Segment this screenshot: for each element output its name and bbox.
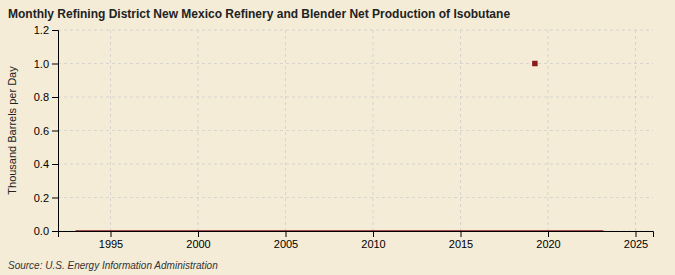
plot-area [76, 61, 604, 231]
tick-label: 2025 [624, 238, 648, 250]
tick-label: 2015 [449, 238, 473, 250]
tick-label: 0.2 [34, 192, 49, 204]
tick-mark [548, 231, 549, 237]
grid-line-y [58, 30, 653, 31]
tick-label: 0.0 [34, 225, 49, 237]
y-axis-label: Thousand Barrels per Day [6, 66, 18, 195]
tick: 2020 [536, 231, 560, 250]
title: Monthly Refining District New Mexico Ref… [8, 7, 510, 21]
tick-mark [461, 231, 462, 237]
tick-mark [52, 64, 58, 65]
grid-line-y [58, 164, 653, 165]
tick-mark [52, 231, 58, 232]
grid [58, 30, 653, 231]
tick-mark [52, 30, 58, 31]
tick: 0.6 [34, 125, 58, 137]
grid-line-y [58, 197, 653, 198]
axis-line [52, 31, 59, 232]
tick-mark [111, 231, 112, 237]
tick-mark [52, 198, 58, 199]
axis-line [59, 232, 654, 238]
tick-label: 0.8 [34, 91, 49, 103]
tick-label: 2005 [274, 238, 298, 250]
y-axis: 0.0 0.2 0.4 0.6 0.8 1.0 1.2 [34, 24, 59, 237]
tick: 0.0 [34, 225, 58, 237]
tick: 0.2 [34, 192, 58, 204]
grid-line-y [58, 63, 653, 64]
tick: 1.2 [34, 24, 58, 36]
tick: 0.4 [34, 158, 58, 170]
tick-label: 1995 [99, 238, 123, 250]
point [532, 61, 537, 66]
tick-label: 1.2 [34, 24, 49, 36]
tick-label: 0.6 [34, 125, 49, 137]
grid-line-y [58, 130, 653, 131]
tick: 0.8 [34, 91, 58, 103]
tick-mark [636, 231, 637, 237]
tick-label: 2020 [536, 238, 560, 250]
tick-mark [52, 97, 58, 98]
tick-label: 1.0 [34, 58, 49, 70]
tick-label: 0.4 [34, 158, 49, 170]
tick-label: 2000 [186, 238, 210, 250]
tick-mark [52, 164, 58, 165]
tick: 2005 [274, 231, 298, 250]
tick: 1.0 [34, 58, 58, 70]
background [0, 0, 675, 275]
grid-line-x [110, 30, 111, 231]
tick: 1995 [99, 231, 123, 250]
tick: 2025 [624, 231, 648, 250]
tick: 2000 [186, 231, 210, 250]
x-axis: 1995 2000 2005 2010 2015 2020 2025 [59, 231, 654, 250]
tick-label: 2010 [361, 238, 385, 250]
grid-line-x [548, 30, 549, 231]
tick-mark [286, 231, 287, 237]
tick-mark [198, 231, 199, 237]
tick-mark [52, 131, 58, 132]
line [76, 230, 604, 231]
grid-line-y [58, 97, 653, 98]
chart: 1995 2000 2005 2010 2015 2020 2025 0.0 0.2 0.4 0.6… [0, 0, 675, 275]
tick-mark [373, 231, 374, 237]
tick: 2015 [449, 231, 473, 250]
annotation: Source: U.S. Energy Information Administ… [8, 260, 218, 271]
grid-line-x [285, 30, 286, 231]
tick: 2010 [361, 231, 385, 250]
